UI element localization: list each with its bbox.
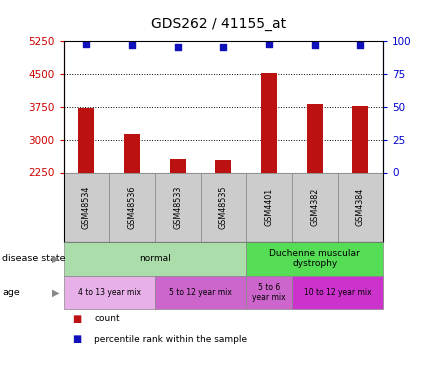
Bar bbox=[307, 104, 323, 271]
Text: 5 to 12 year mix: 5 to 12 year mix bbox=[169, 288, 232, 297]
Bar bbox=[124, 135, 140, 271]
Bar bbox=[215, 160, 231, 271]
Point bbox=[311, 42, 318, 48]
Bar bbox=[353, 106, 368, 271]
Point bbox=[83, 41, 90, 47]
Text: 5 to 6
year mix: 5 to 6 year mix bbox=[252, 283, 286, 302]
Text: GDS262 / 41155_at: GDS262 / 41155_at bbox=[152, 17, 286, 31]
Text: normal: normal bbox=[139, 254, 171, 263]
Text: ■: ■ bbox=[72, 334, 81, 344]
Bar bbox=[170, 159, 186, 271]
Text: GSM4401: GSM4401 bbox=[265, 188, 274, 226]
Point bbox=[357, 42, 364, 48]
Text: 4 to 13 year mix: 4 to 13 year mix bbox=[78, 288, 141, 297]
Text: Duchenne muscular
dystrophy: Duchenne muscular dystrophy bbox=[269, 249, 360, 268]
Text: disease state: disease state bbox=[2, 254, 66, 263]
Point bbox=[265, 41, 272, 47]
Text: GSM4382: GSM4382 bbox=[310, 188, 319, 226]
Bar bbox=[261, 73, 277, 271]
Text: ■: ■ bbox=[72, 314, 81, 324]
Text: GSM48536: GSM48536 bbox=[127, 186, 137, 229]
Text: percentile rank within the sample: percentile rank within the sample bbox=[94, 335, 247, 344]
Text: count: count bbox=[94, 314, 120, 323]
Point bbox=[128, 42, 135, 48]
Text: ▶: ▶ bbox=[52, 254, 60, 264]
Text: age: age bbox=[2, 288, 20, 297]
Text: GSM48535: GSM48535 bbox=[219, 186, 228, 229]
Point bbox=[174, 44, 181, 50]
Text: GSM4384: GSM4384 bbox=[356, 188, 365, 226]
Point bbox=[220, 44, 227, 50]
Text: GSM48534: GSM48534 bbox=[82, 186, 91, 229]
Text: ▶: ▶ bbox=[52, 288, 60, 297]
Bar bbox=[78, 108, 94, 271]
Text: 10 to 12 year mix: 10 to 12 year mix bbox=[304, 288, 371, 297]
Text: GSM48533: GSM48533 bbox=[173, 186, 182, 229]
